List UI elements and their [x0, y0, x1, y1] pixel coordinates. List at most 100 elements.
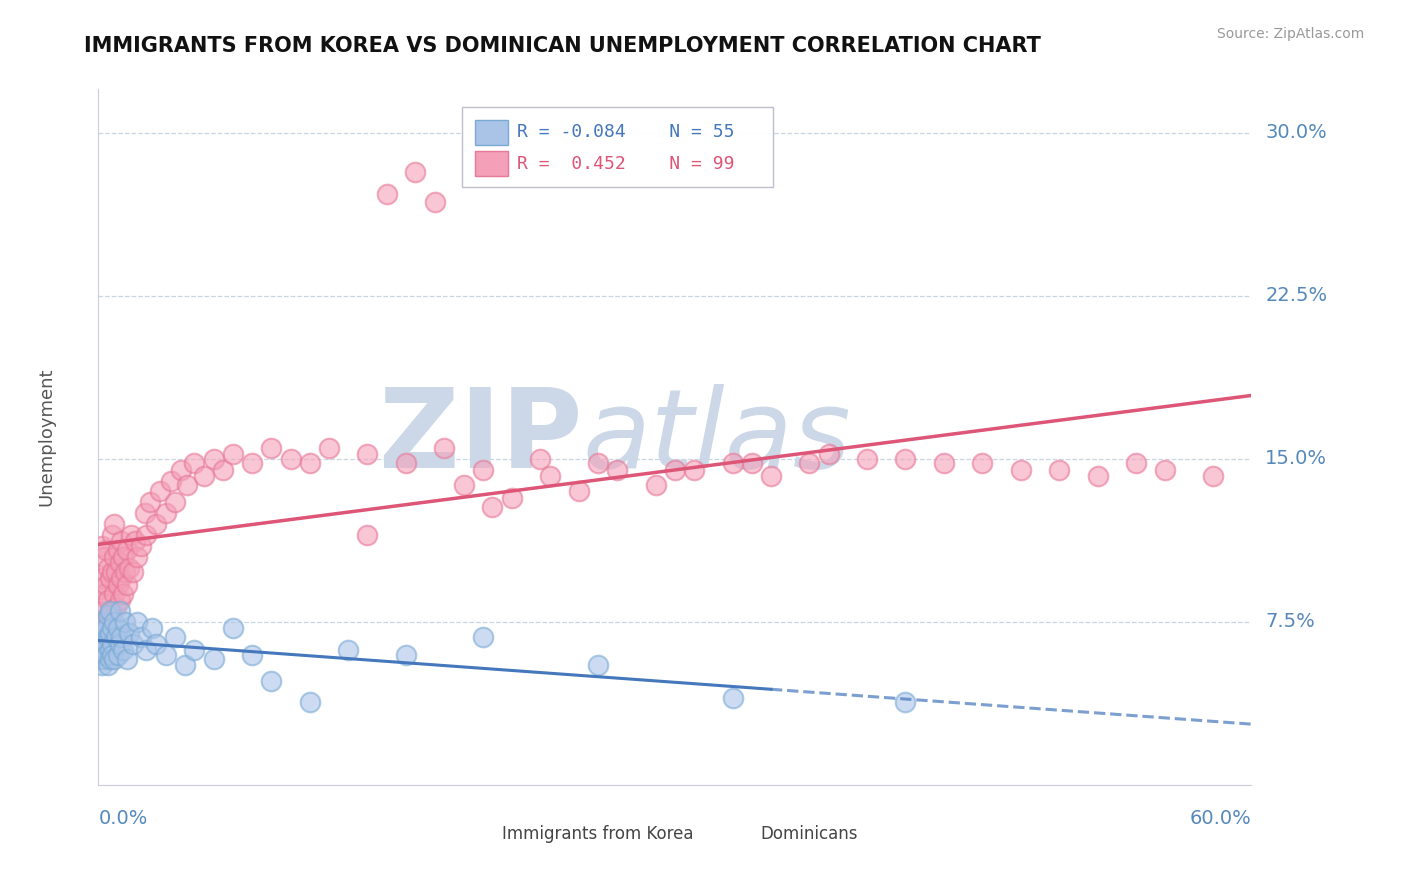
Point [104, 565, 127, 579]
Text: 22.5%: 22.5% [1265, 286, 1327, 305]
Point [129, 630, 152, 644]
Point [117, 578, 139, 592]
Point [856, 451, 879, 466]
Point [110, 571, 132, 585]
Point [93, 549, 115, 564]
Point [108, 593, 131, 607]
Point [222, 447, 245, 462]
Point [202, 652, 225, 666]
Point [103, 652, 125, 666]
Point [318, 441, 340, 455]
Point [98, 625, 121, 640]
Point [94, 648, 117, 662]
Point [103, 587, 125, 601]
Point [165, 630, 187, 644]
Point [98, 608, 121, 623]
Point [101, 621, 124, 635]
Point [170, 463, 193, 477]
Point [91, 630, 114, 644]
Point [107, 578, 129, 592]
Point [101, 528, 124, 542]
FancyBboxPatch shape [710, 820, 754, 847]
Point [104, 599, 127, 614]
Point [110, 534, 132, 549]
Point [101, 604, 124, 618]
Point [280, 451, 302, 466]
Point [97, 608, 120, 623]
Point [149, 484, 172, 499]
Text: Source: ZipAtlas.com: Source: ZipAtlas.com [1216, 27, 1364, 41]
Point [139, 495, 162, 509]
FancyBboxPatch shape [475, 120, 508, 145]
Point [101, 637, 124, 651]
Point [97, 630, 120, 644]
Point [134, 506, 156, 520]
Point [98, 652, 121, 666]
Point [145, 516, 167, 531]
Point [932, 456, 955, 470]
Point [110, 630, 132, 644]
Point [89, 582, 111, 597]
Point [894, 451, 917, 466]
Point [94, 578, 117, 592]
Point [481, 500, 503, 514]
Point [222, 621, 245, 635]
Point [453, 478, 475, 492]
Text: R = -0.084    N = 55: R = -0.084 N = 55 [517, 123, 734, 141]
Point [155, 506, 177, 520]
Point [107, 543, 129, 558]
Point [972, 456, 994, 470]
Point [91, 658, 114, 673]
Point [471, 463, 494, 477]
Point [135, 528, 157, 542]
Point [93, 625, 115, 640]
Text: IMMIGRANTS FROM KOREA VS DOMINICAN UNEMPLOYMENT CORRELATION CHART: IMMIGRANTS FROM KOREA VS DOMINICAN UNEMP… [84, 36, 1042, 55]
Point [112, 549, 135, 564]
Point [108, 604, 131, 618]
Text: ZIP: ZIP [380, 384, 582, 491]
Point [395, 648, 418, 662]
Point [1202, 469, 1225, 483]
Point [125, 615, 148, 629]
Point [395, 456, 418, 470]
Point [356, 447, 378, 462]
Point [89, 615, 111, 629]
Point [97, 658, 120, 673]
Point [817, 447, 839, 462]
Point [298, 695, 321, 709]
Point [117, 652, 139, 666]
Text: Immigrants from Korea: Immigrants from Korea [502, 825, 693, 843]
Point [586, 456, 609, 470]
Point [94, 615, 117, 629]
Point [114, 565, 136, 579]
Point [356, 528, 378, 542]
Point [97, 560, 120, 574]
Text: 30.0%: 30.0% [1265, 123, 1327, 142]
Point [98, 571, 121, 585]
Point [721, 456, 744, 470]
Text: 15.0%: 15.0% [1265, 450, 1327, 468]
Point [91, 539, 114, 553]
Point [538, 469, 561, 483]
Point [176, 478, 198, 492]
Point [94, 621, 117, 635]
Point [375, 186, 398, 201]
Point [108, 556, 131, 570]
Point [103, 615, 125, 629]
Point [93, 643, 115, 657]
FancyBboxPatch shape [450, 820, 494, 847]
Point [240, 456, 263, 470]
Point [174, 658, 197, 673]
Point [122, 637, 145, 651]
Point [141, 621, 163, 635]
Point [89, 637, 111, 651]
Point [202, 451, 225, 466]
Point [471, 630, 494, 644]
Point [145, 637, 167, 651]
Point [799, 456, 821, 470]
Point [91, 604, 114, 618]
Point [91, 648, 114, 662]
Point [117, 543, 139, 558]
Point [586, 658, 609, 673]
Point [89, 652, 111, 666]
